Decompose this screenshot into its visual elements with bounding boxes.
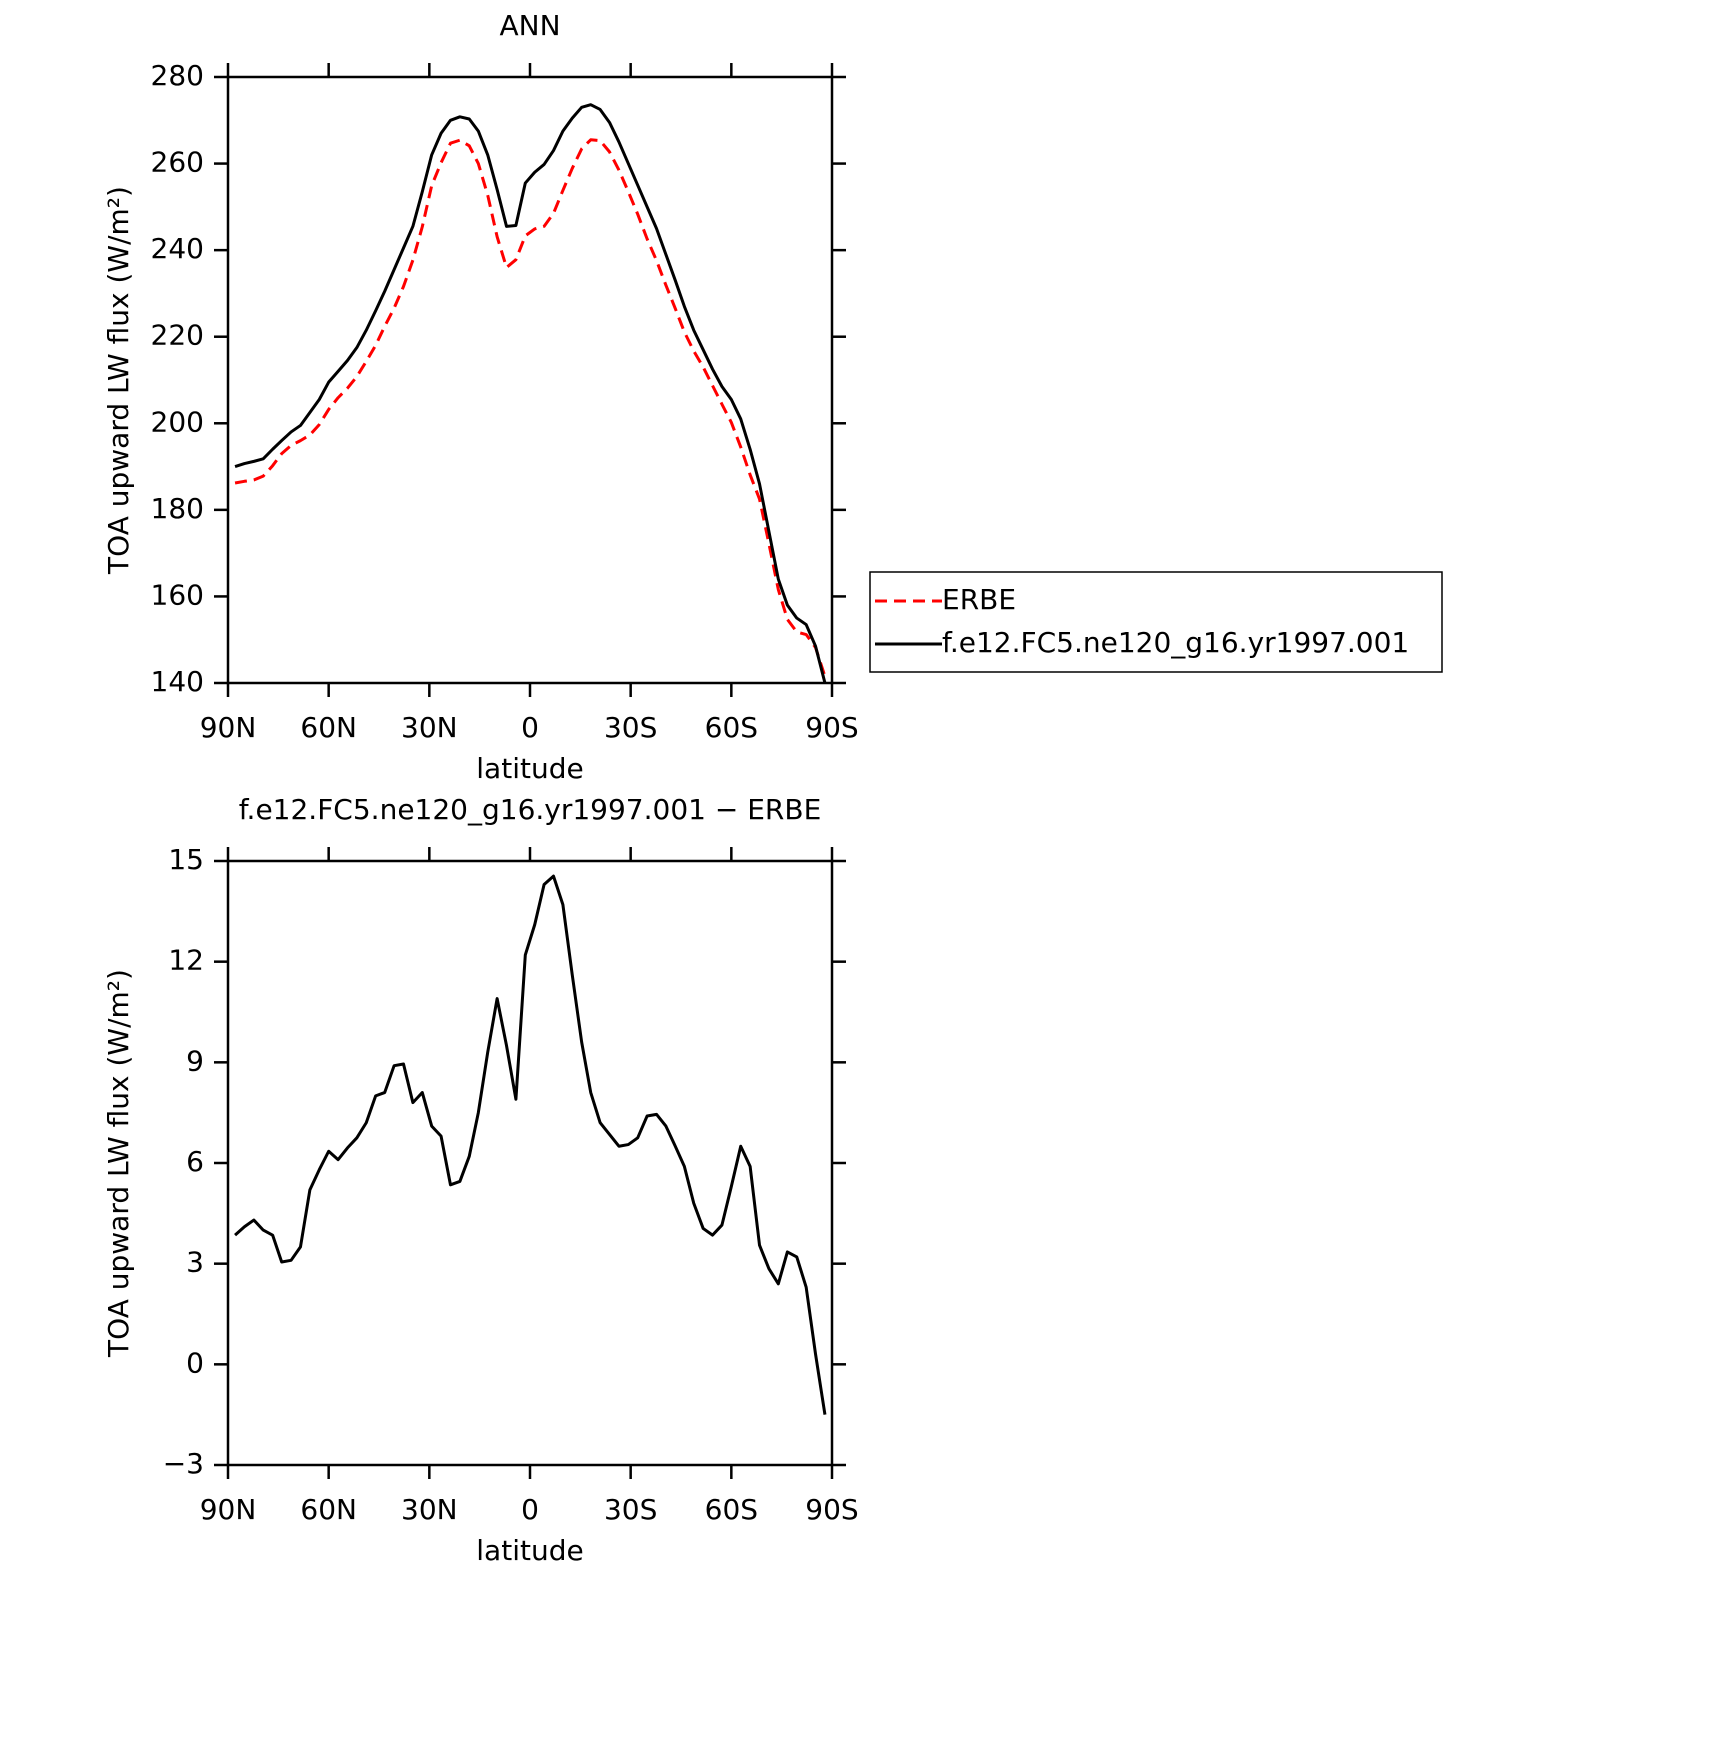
data-line	[234, 138, 827, 677]
x-tick-label: 90N	[200, 1493, 257, 1526]
x-tick-label: 30S	[604, 711, 657, 744]
x-tick-label: 0	[521, 711, 539, 744]
legend-box	[869, 571, 1443, 673]
legend-label: ERBE	[942, 583, 1016, 616]
data-line	[234, 874, 827, 1415]
y-tick-label: 240	[151, 232, 204, 265]
x-tick-label: 90N	[200, 711, 257, 744]
y-tick-label: 160	[151, 578, 204, 611]
x-axis-label: latitude	[476, 752, 583, 785]
y-tick-label: 6	[186, 1145, 204, 1178]
x-tick-label: 90S	[805, 1493, 858, 1526]
y-tick-label: 280	[151, 59, 204, 92]
y-tick-label: 0	[186, 1346, 204, 1379]
chart-title: ANN	[499, 9, 560, 42]
y-tick-label: 15	[168, 843, 204, 876]
x-tick-label: 60N	[300, 1493, 357, 1526]
x-tick-label: 90S	[805, 711, 858, 744]
x-tick-label: 60S	[705, 1493, 758, 1526]
legend-label: f.e12.FC5.ne120_g16.yr1997.001	[942, 626, 1409, 659]
data-line	[234, 103, 827, 684]
plot-frame	[226, 75, 834, 685]
x-tick-label: 30S	[604, 1493, 657, 1526]
y-axis-label: TOA upward LW flux (W/m²)	[102, 969, 135, 1358]
x-axis-label: latitude	[476, 1534, 583, 1567]
x-tick-label: 60N	[300, 711, 357, 744]
panel: f.e12.FC5.ne120_g16.yr1997.001 − ERBE −3 0…	[102, 793, 859, 1567]
y-tick-label: 220	[151, 319, 204, 352]
x-tick-label: 0	[521, 1493, 539, 1526]
y-axis-label: TOA upward LW flux (W/m²)	[102, 186, 135, 575]
y-tick-label: 200	[151, 405, 204, 438]
plot-frame	[226, 859, 834, 1467]
y-tick-label: 140	[151, 665, 204, 698]
x-tick-label: 30N	[401, 1493, 458, 1526]
panel: ANN 140 160 180 200 220 240 260 280 90N 60N 30N 0 30S…	[102, 9, 1443, 785]
y-tick-label: 180	[151, 492, 204, 525]
y-tick-label: −3	[163, 1447, 204, 1480]
x-tick-label: 60S	[705, 711, 758, 744]
y-tick-label: 12	[168, 944, 204, 977]
chart-title: f.e12.FC5.ne120_g16.yr1997.001 − ERBE	[239, 793, 822, 826]
y-tick-label: 9	[186, 1044, 204, 1077]
x-tick-label: 30N	[401, 711, 458, 744]
y-tick-label: 3	[186, 1246, 204, 1279]
y-tick-label: 260	[151, 146, 204, 179]
